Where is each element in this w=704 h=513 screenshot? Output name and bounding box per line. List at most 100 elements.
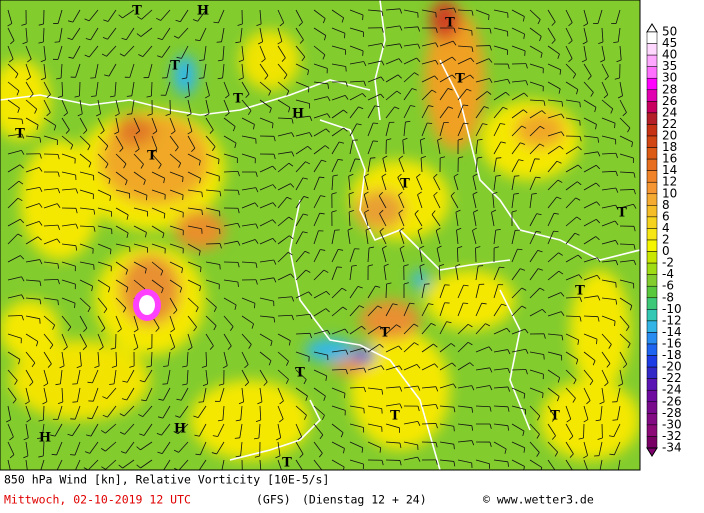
wind-barb-feather bbox=[489, 423, 492, 429]
legend-swatch bbox=[646, 31, 658, 44]
wind-barb bbox=[97, 333, 104, 348]
wind-barb bbox=[565, 296, 580, 299]
wind-barb bbox=[40, 459, 45, 470]
wind-barb-feather bbox=[471, 385, 475, 391]
wind-barb-feather bbox=[536, 213, 542, 216]
wind-barb-feather bbox=[136, 33, 142, 37]
wind-barb bbox=[187, 315, 197, 328]
wind-barb bbox=[295, 291, 309, 299]
legend-label: 35 bbox=[662, 59, 677, 73]
wind-barb bbox=[79, 315, 88, 329]
wind-barb bbox=[42, 441, 45, 457]
wind-barb bbox=[457, 385, 472, 389]
wind-barb bbox=[143, 423, 153, 436]
wind-barb-feather bbox=[38, 455, 44, 458]
wind-barb-feather bbox=[202, 383, 208, 387]
pressure-center: T bbox=[575, 284, 585, 299]
wind-barb bbox=[241, 153, 256, 159]
legend-label: -16 bbox=[662, 337, 682, 351]
legend-label: 4 bbox=[662, 221, 670, 235]
wind-barb bbox=[381, 176, 387, 191]
wind-barb bbox=[349, 9, 364, 16]
wind-barb bbox=[457, 459, 472, 464]
wind-barb bbox=[79, 351, 82, 366]
wind-barb-feather bbox=[26, 76, 31, 81]
wind-barb-feather bbox=[29, 381, 34, 386]
wind-barb-feather bbox=[379, 227, 384, 232]
wind-barb-feather bbox=[327, 96, 331, 102]
wind-barb bbox=[277, 333, 291, 341]
wind-barb bbox=[129, 63, 135, 78]
wind-barb bbox=[367, 305, 378, 317]
wind-barb-feather bbox=[536, 231, 542, 233]
wind-barb-feather bbox=[83, 129, 88, 135]
wind-barb-feather bbox=[87, 381, 93, 384]
wind-barb-feather bbox=[610, 108, 614, 114]
wind-barb bbox=[187, 117, 193, 132]
wind-barb-feather bbox=[597, 151, 601, 157]
wind-barb bbox=[421, 75, 435, 83]
wind-barb bbox=[107, 27, 117, 40]
wind-barb-feather bbox=[551, 435, 556, 440]
wind-barb-feather bbox=[217, 77, 223, 80]
wind-barb bbox=[511, 328, 526, 335]
wind-barb bbox=[436, 248, 441, 263]
wind-barb bbox=[79, 225, 95, 228]
wind-barb-feather bbox=[594, 107, 597, 113]
wind-barb bbox=[529, 351, 544, 355]
wind-barb bbox=[115, 207, 129, 216]
wind-barb bbox=[151, 117, 158, 132]
wind-barb bbox=[205, 207, 220, 212]
wind-barb-feather bbox=[237, 171, 240, 177]
wind-barb-feather bbox=[595, 124, 597, 130]
wind-barb bbox=[529, 143, 541, 155]
wind-barb bbox=[403, 441, 418, 446]
wind-barb bbox=[241, 45, 244, 60]
wind-barb bbox=[295, 63, 309, 71]
wind-barb bbox=[79, 279, 93, 287]
wind-barb bbox=[349, 80, 364, 83]
wind-barb-feather bbox=[344, 393, 346, 399]
wind-barb bbox=[133, 207, 148, 212]
wind-barb bbox=[107, 405, 117, 418]
vorticity-area bbox=[430, 0, 460, 40]
wind-barb bbox=[205, 189, 220, 192]
wind-barb-feather bbox=[513, 193, 519, 195]
wind-barb-feather bbox=[343, 109, 348, 114]
wind-barb bbox=[7, 255, 21, 263]
wind-barb-feather bbox=[597, 437, 603, 440]
wind-barb-feather bbox=[414, 342, 419, 346]
wind-barb bbox=[417, 230, 423, 245]
wind-barb-feather bbox=[108, 287, 111, 293]
wind-barb bbox=[277, 183, 291, 191]
wind-barb-feather bbox=[501, 303, 507, 307]
wind-barb-feather bbox=[489, 406, 492, 412]
wind-barb-feather bbox=[173, 35, 179, 39]
wind-barb bbox=[619, 153, 634, 159]
vorticity-peak bbox=[139, 295, 155, 315]
wind-barb bbox=[547, 351, 562, 356]
wind-barb-feather bbox=[125, 180, 128, 186]
wind-barb-feather bbox=[83, 327, 88, 333]
wind-barb-feather bbox=[521, 125, 527, 129]
vorticity-area bbox=[190, 380, 310, 460]
wind-barb-feather bbox=[381, 389, 384, 395]
wind-barb bbox=[218, 9, 225, 23]
wind-barb bbox=[601, 369, 609, 383]
wind-barb-feather bbox=[344, 95, 349, 100]
wind-barb-feather bbox=[560, 131, 565, 137]
wind-barb bbox=[331, 287, 343, 299]
wind-barb-feather bbox=[488, 346, 493, 351]
wind-barb bbox=[493, 230, 497, 245]
wind-barb bbox=[529, 287, 541, 299]
wind-barb bbox=[421, 363, 435, 371]
wind-barb-feather bbox=[20, 255, 25, 260]
wind-barb-feather bbox=[141, 399, 147, 402]
wind-barb-feather bbox=[51, 453, 57, 456]
wind-barb bbox=[619, 351, 628, 365]
wind-barb-feather bbox=[399, 245, 405, 249]
wind-barb bbox=[169, 297, 178, 311]
wind-barb-feather bbox=[453, 461, 456, 467]
wind-barb-feather bbox=[551, 21, 556, 26]
wind-barb bbox=[313, 459, 323, 470]
